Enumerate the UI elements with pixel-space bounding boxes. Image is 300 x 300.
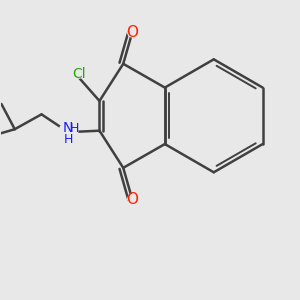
Text: N: N	[63, 121, 74, 135]
Circle shape	[59, 123, 78, 142]
Text: O: O	[126, 25, 138, 40]
Text: H: H	[64, 133, 73, 146]
Circle shape	[75, 70, 83, 78]
Text: O: O	[126, 191, 138, 206]
Text: H: H	[70, 122, 79, 135]
Circle shape	[128, 28, 136, 37]
Circle shape	[128, 195, 136, 203]
Text: Cl: Cl	[72, 67, 86, 81]
